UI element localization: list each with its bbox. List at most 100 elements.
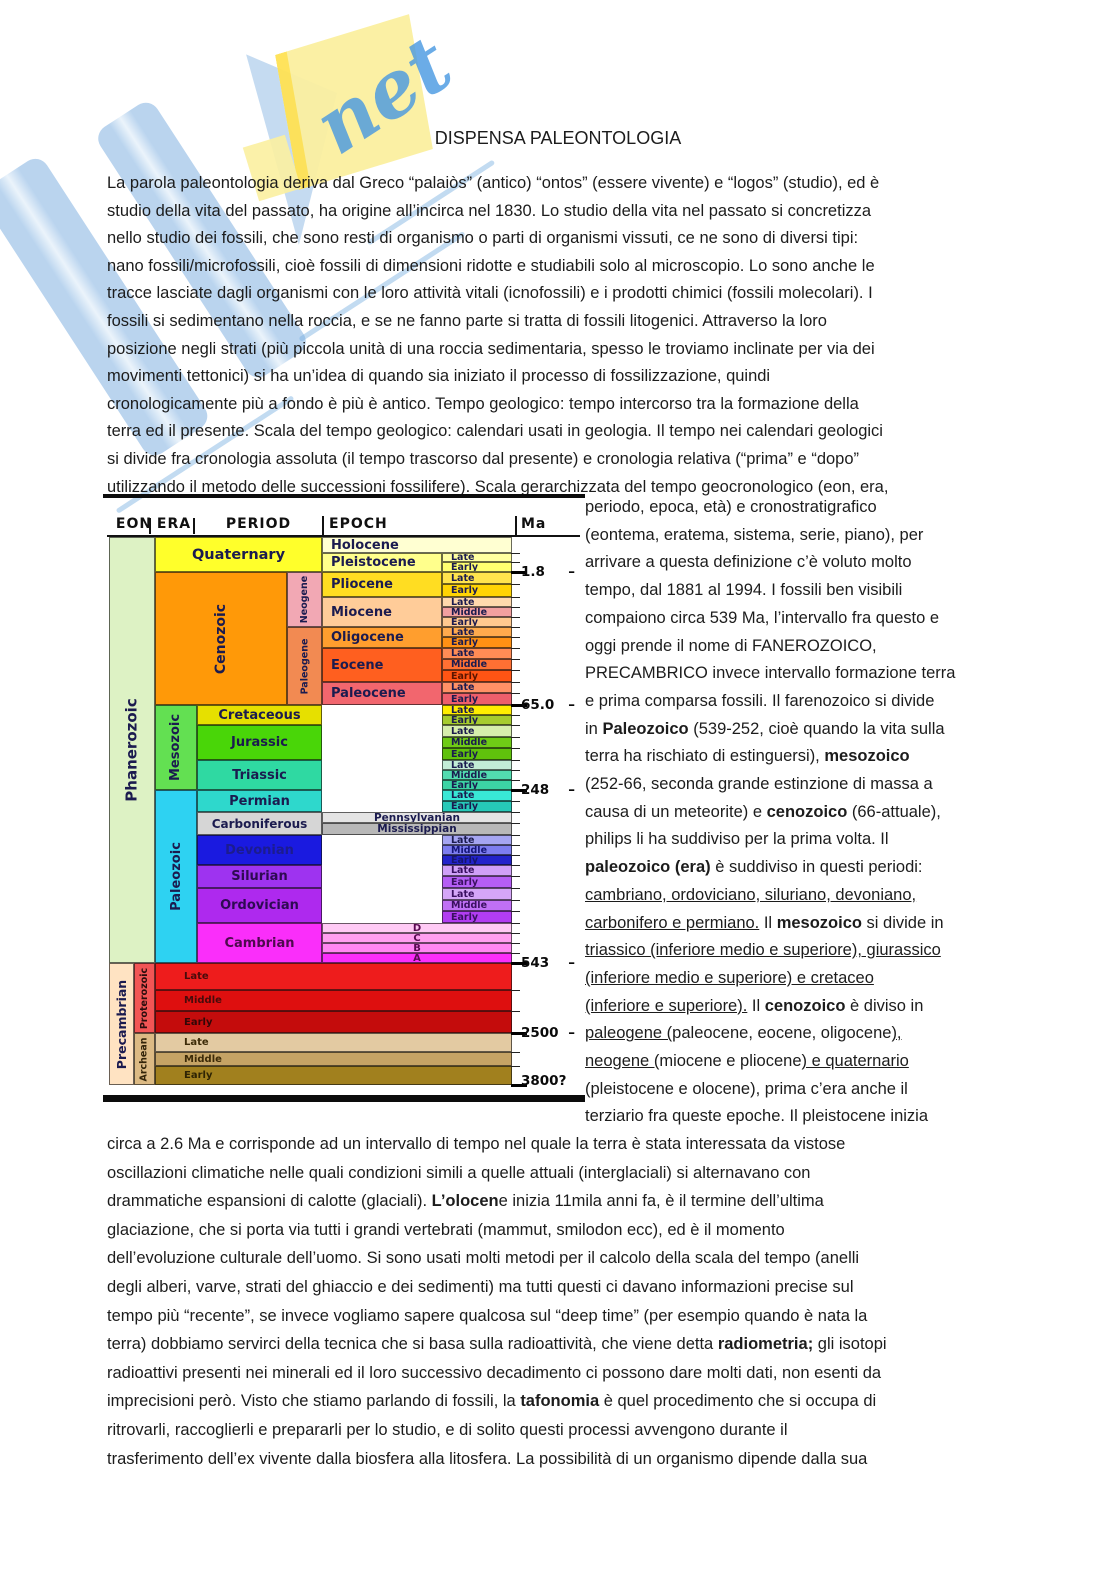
- text-segment: (inferiore medio e superiore) e cretaceo: [585, 968, 874, 987]
- text-segment: studio della vita del passato, ha origin…: [107, 201, 872, 220]
- text-segment: oggi prende il nome di FANEROZOICO,: [585, 636, 877, 655]
- text-segment: cronologicamente più a fondo è più è ant…: [107, 394, 859, 413]
- text-line: trasferimento dell’ex vivente dalla bios…: [107, 1445, 1017, 1474]
- band-triassic-late: Late: [442, 760, 512, 770]
- text-line: terra) dobbiamo servirci della tecnica c…: [107, 1330, 1017, 1359]
- text-segment: tempo più “recente”, se invece vogliamo …: [107, 1306, 868, 1325]
- text-line: paleozoico (era) è suddiviso in questi p…: [585, 854, 1015, 882]
- ma-axis-tick: [511, 910, 520, 912]
- text-segment: cambriano, ordoviciano, siluriano, devon…: [585, 885, 917, 904]
- period-devonian: Devonian: [197, 835, 322, 865]
- text-segment: in: [585, 719, 603, 738]
- band-archean-early: Early: [155, 1066, 512, 1085]
- text-line: (pleistocene e olocene), prima c’era anc…: [585, 1076, 1015, 1104]
- period-quaternary: Quaternary: [155, 537, 322, 572]
- ma-axis-tick: [511, 692, 520, 694]
- text-segment: paleogene (: [585, 1024, 673, 1043]
- header-separator: [322, 516, 324, 536]
- ma-axis-tick: [511, 583, 520, 585]
- band-triassic-early: Early: [442, 780, 512, 790]
- header-separator: [149, 518, 151, 534]
- text-segment: cenozoico: [764, 996, 846, 1015]
- period-triassic: Triassic: [197, 760, 322, 790]
- era-mesozoic: Mesozoic: [155, 705, 197, 790]
- ma-axis-tick: [511, 616, 520, 618]
- text-segment: è diviso in: [845, 996, 924, 1015]
- text-line: nano fossili/microfossili, cioè fossili …: [107, 253, 1017, 281]
- text-line: movimenti tettonici) si ha un’idea di qu…: [107, 363, 1017, 391]
- ma-axis-tick: [511, 922, 520, 924]
- ma-axis-tick: [511, 811, 520, 813]
- ma-axis-tick: [511, 571, 527, 574]
- band-permian-early: Early: [442, 801, 512, 812]
- period-carboniferous: Carboniferous: [197, 812, 322, 835]
- ma-axis-label: 248–: [521, 782, 575, 798]
- text-line: (eontema, eratema, sistema, serie, piano…: [585, 522, 1015, 550]
- ma-axis-tick: [511, 779, 520, 781]
- band-cambrian-b: B: [322, 943, 512, 953]
- ma-axis-tick: [511, 834, 520, 836]
- ma-axis-tick: [511, 962, 527, 965]
- text-segment: miocene e pliocene: [659, 1052, 802, 1071]
- text-segment: glaciazione, che si porta via tutti i gr…: [107, 1220, 785, 1239]
- band-jurassic-late: Late: [442, 725, 512, 737]
- text-segment: nello studio dei fossili, che sono resti…: [107, 229, 859, 248]
- text-segment: degli alberi, varve, strati del ghiaccio…: [107, 1277, 854, 1296]
- ma-axis-tick: [511, 789, 527, 792]
- text-segment: tafonomia: [520, 1392, 600, 1411]
- ma-axis-tick: [511, 822, 520, 824]
- band-permian-late: Late: [442, 790, 512, 801]
- text-segment: paleozoico (era): [585, 858, 711, 877]
- text-line: utilizzando il metodo delle successioni …: [107, 474, 1017, 502]
- time-scale-table: Phanerozoic Precambrian Proterozoic Archean…: [107, 537, 580, 1089]
- ma-axis-tick: [511, 932, 520, 934]
- text-segment: Il: [747, 996, 765, 1015]
- epoch-holocene: Holocene: [322, 537, 512, 553]
- band-silurian-late: Late: [442, 865, 512, 876]
- text-segment: (539-252, cioè quando la vita sulla: [688, 719, 945, 738]
- ma-axis-tick: [511, 681, 520, 683]
- ma-axis-label: 2500–: [521, 1025, 575, 1041]
- text-segment: tracce lasciate dagli organismi con le l…: [107, 284, 873, 303]
- ma-axis-tick: [511, 759, 520, 761]
- band-cambrian-c: C: [322, 933, 512, 943]
- band-proterozoic-late: Late: [155, 963, 512, 990]
- header-separator: [193, 518, 195, 534]
- text-line: degli alberi, varve, strati del ghiaccio…: [107, 1273, 1017, 1302]
- ma-axis-tick: [511, 669, 520, 671]
- epoch-paleocene: Paleocene: [322, 682, 442, 705]
- page-title: DISPENSA PALEONTOLOGIA: [434, 128, 682, 148]
- text-segment: (pleistocene e olocene), prima c’era anc…: [585, 1079, 908, 1098]
- text-line: La parola paleontologia deriva dal Greco…: [107, 170, 1017, 198]
- text-segment: (252-66, seconda grande estinzione di ma…: [585, 775, 933, 794]
- text-segment: PRECAMBRICO invece intervallo formazione…: [585, 664, 956, 683]
- text-line: nello studio dei fossili, che sono resti…: [107, 225, 1017, 253]
- eon-precambrian: Precambrian: [109, 963, 134, 1085]
- text-segment: imprecisioni però. Visto che stiamo parl…: [107, 1392, 521, 1411]
- band-carboniferous-mississippian: Mississippian: [322, 823, 512, 835]
- text-segment: e inizia 11mila anni fa, è il termine de…: [498, 1192, 824, 1211]
- ma-axis-tick: [511, 704, 527, 707]
- band-cambrian-d: D: [322, 923, 512, 933]
- text-segment: terra ha rischiato di estinguersi),: [585, 747, 825, 766]
- text-segment: L’olocen: [431, 1192, 499, 1211]
- text-segment: posizione negli strati (più piccola unit…: [107, 339, 875, 358]
- text-segment: arrivare a questa definizione c’è voluto…: [585, 553, 912, 572]
- text-segment: e prima comparsa fossili. Il farenozoico…: [585, 691, 935, 710]
- ma-axis-label: 543–: [521, 955, 575, 971]
- ma-axis-tick: [511, 658, 520, 660]
- text-segment: paleocene, eocene, oligocene: [672, 1024, 892, 1043]
- column-header-eon: EON: [115, 516, 153, 532]
- epoch-oligocene: Oligocene: [322, 627, 442, 648]
- text-line: philips li ha suddiviso per la prima vol…: [585, 826, 1015, 854]
- era-cenozoic: Cenozoic: [155, 572, 287, 705]
- era-proterozoic: Proterozoic: [134, 963, 155, 1033]
- text-segment: è suddiviso in questi periodi:: [710, 858, 923, 877]
- ma-axis-tick: [511, 854, 520, 856]
- text-segment: fossili si sedimentano nella roccia, e s…: [107, 311, 827, 330]
- ma-axis-tick: [511, 1032, 527, 1035]
- band-eocene-middle: Middle: [442, 659, 512, 670]
- band-ordovician-early: Early: [442, 911, 512, 923]
- period-neogene: Neogene: [287, 572, 322, 627]
- text-segment: movimenti tettonici) si ha un’idea di qu…: [107, 367, 771, 386]
